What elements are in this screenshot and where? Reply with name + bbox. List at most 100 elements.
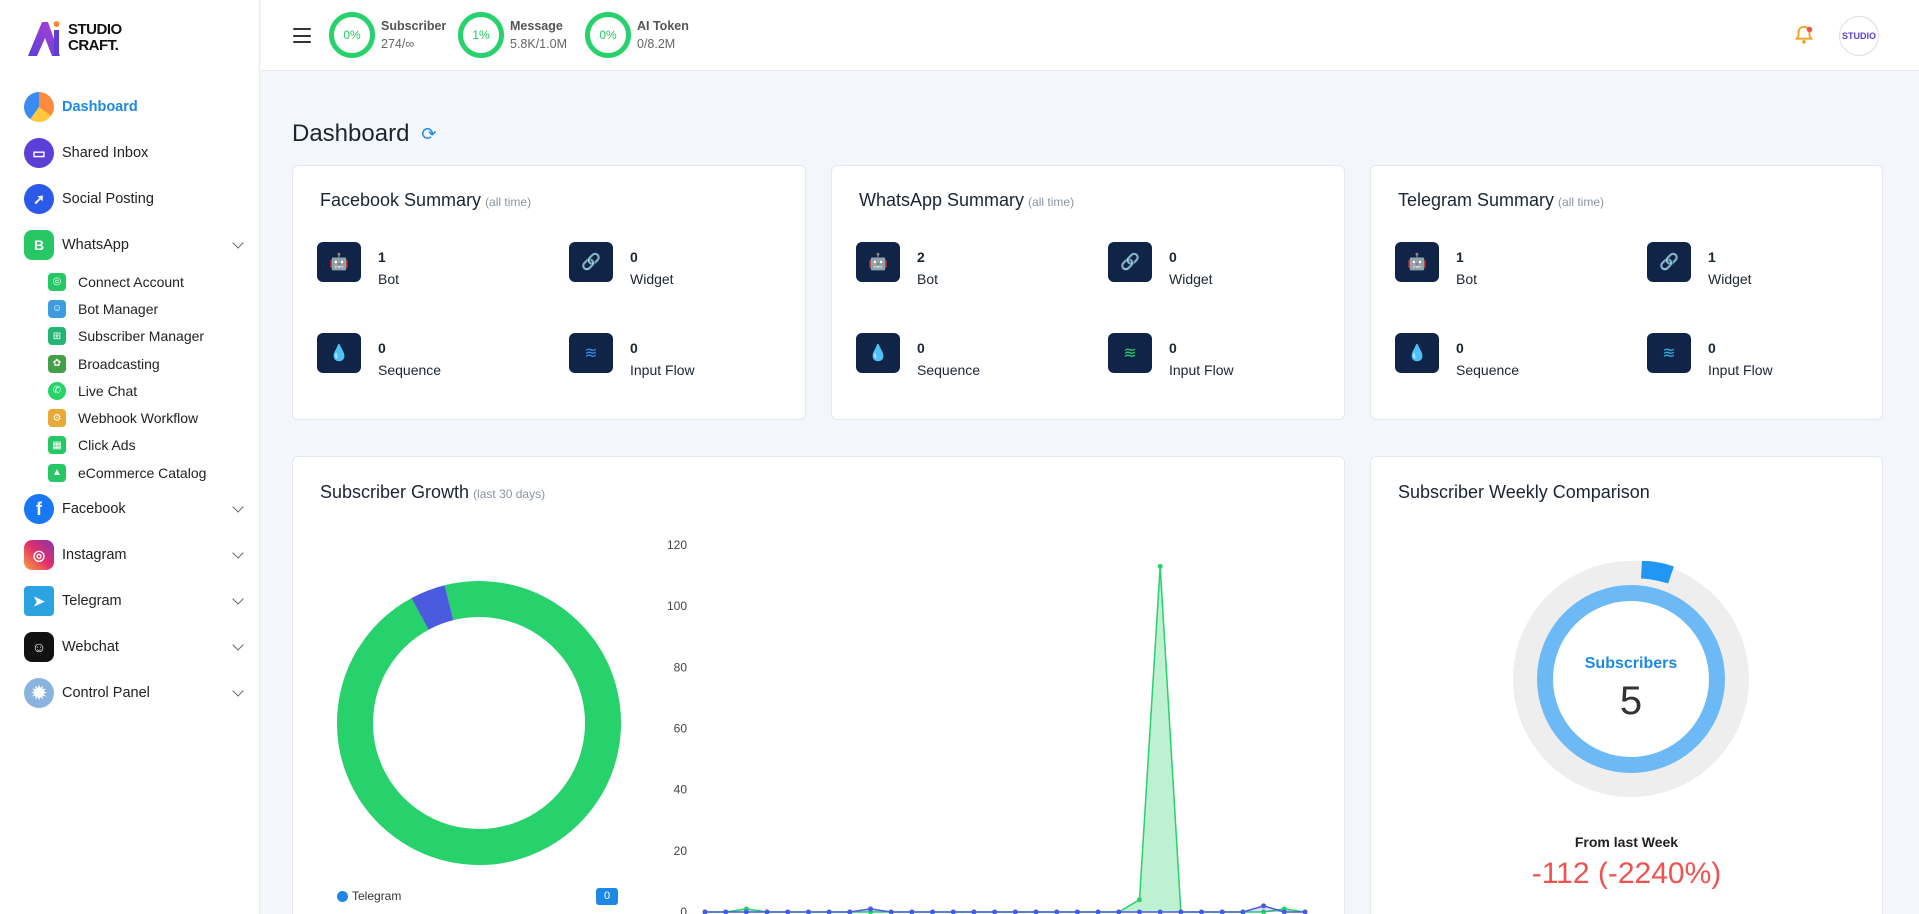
series-area [705, 566, 1305, 912]
broadcast-icon: ✿ [48, 354, 66, 373]
data-point [1157, 909, 1163, 914]
sequence-stat: 💧 0 Sequence [317, 333, 441, 381]
sidebar-item-label: Bot Manager [78, 300, 159, 317]
refresh-icon[interactable]: ⟳ [421, 123, 437, 144]
data-point [1240, 909, 1246, 914]
data-point [1136, 909, 1142, 914]
shopping-bag-icon: ▲ [48, 463, 66, 482]
brand-logo[interactable]: STUDIO CRAFT. [24, 18, 122, 58]
sidebar-item-dashboard[interactable]: Dashboard [0, 84, 260, 130]
sidebar-item-telegram[interactable]: ➤ Telegram [0, 578, 260, 624]
usage-ring: 0% [585, 12, 631, 58]
data-point [847, 909, 853, 914]
inbox-icon: ▭ [24, 138, 54, 168]
usage-label: Message [510, 19, 563, 33]
stat-value: 1 [1708, 249, 1716, 265]
brand-line2: CRAFT. [68, 37, 119, 54]
stat-label: Input Flow [630, 362, 695, 378]
connect-icon: ◎ [48, 272, 66, 291]
chart-legend[interactable]: Telegram [337, 889, 401, 903]
sidebar-item-whatsapp[interactable]: B WhatsApp [0, 222, 260, 268]
y-tick-label: 60 [674, 722, 688, 736]
notification-bell-icon[interactable] [1793, 24, 1815, 46]
sidebar-item-subscriber-manager[interactable]: ⊞ Subscriber Manager [48, 323, 260, 350]
donut-slice-whatsapp [337, 581, 621, 865]
stat-label: Widget [630, 271, 674, 287]
sidebar-item-label: Webchat [62, 639, 119, 656]
sidebar-item-instagram[interactable]: ◎ Instagram [0, 532, 260, 578]
chevron-down-icon [232, 547, 244, 560]
chat-icon: ✆ [48, 381, 66, 400]
flow-icon: ≋ [569, 333, 613, 373]
sidebar-item-social-posting[interactable]: ➚ Social Posting [0, 176, 260, 222]
stat-label: Sequence [1456, 362, 1520, 378]
facebook-summary-card: Facebook Summary (all time) 🤖 1 Bot 🔗 0 Widge… [292, 165, 806, 420]
usage-ring: 0% [329, 12, 375, 58]
data-point [1074, 909, 1080, 914]
data-point [1261, 903, 1267, 909]
sidebar-item-broadcasting[interactable]: ✿ Broadcasting [48, 350, 260, 377]
data-point [1157, 563, 1163, 569]
sidebar-item-label: Shared Inbox [62, 145, 149, 161]
card-subtitle: (all time) [1028, 195, 1075, 209]
whatsapp-business-icon: B [24, 230, 54, 260]
sidebar-item-live-chat[interactable]: ✆ Live Chat [48, 377, 260, 404]
usage-value: 274/∞ [381, 37, 415, 51]
card-title: Telegram Summary (all time) [1398, 190, 1604, 211]
usage-ring: 1% [458, 12, 504, 58]
top-bar: 0% Subscriber 274/∞ 1% Message 5.8K/1.0M… [261, 0, 1919, 71]
sidebar-item-connect-account[interactable]: ◎ Connect Account [48, 268, 260, 295]
data-point [1012, 909, 1018, 914]
whatsapp-submenu: ◎ Connect Account ☺ Bot Manager ⊞ Subscr… [0, 268, 260, 486]
sidebar-item-bot-manager[interactable]: ☺ Bot Manager [48, 295, 260, 322]
stat-label: Bot [1456, 271, 1478, 287]
sidebar-item-webhook-workflow[interactable]: ⚙ Webhook Workflow [48, 404, 260, 431]
weekly-comparison-card: Subscriber Weekly Comparison Subscribers… [1370, 456, 1883, 914]
ring-label: Subscribers [1584, 655, 1678, 672]
subscriber-usage-meter: 0% Subscriber 274/∞ [329, 12, 446, 58]
sidebar-item-webchat[interactable]: ☺ Webchat [0, 624, 260, 670]
brand-name: STUDIO CRAFT. [68, 22, 122, 54]
data-point [1054, 909, 1060, 914]
send-icon: ➚ [24, 184, 54, 214]
sidebar-item-shared-inbox[interactable]: ▭ Shared Inbox [0, 130, 260, 176]
card-title: WhatsApp Summary (all time) [859, 190, 1074, 211]
usage-value: 5.8K/1.0M [510, 37, 567, 51]
input-flow-stat: ≋ 0 Input Flow [569, 333, 695, 381]
y-tick-label: 120 [667, 538, 687, 552]
data-point [888, 909, 894, 914]
drop-icon: 💧 [317, 333, 361, 373]
stat-value: 0 [1169, 340, 1177, 356]
sequence-stat: 💧 0 Sequence [856, 333, 980, 381]
data-point [826, 909, 832, 914]
sidebar-item-facebook[interactable]: f Facebook [0, 486, 260, 532]
gear-icon: ✹ [24, 678, 54, 709]
stat-value: 1 [378, 249, 386, 265]
data-point [1261, 909, 1267, 914]
instagram-icon: ◎ [24, 540, 54, 571]
sidebar-item-control-panel[interactable]: ✹ Control Panel [0, 670, 260, 716]
usage-value: 0/8.2M [637, 37, 676, 51]
usage-text: Subscriber 274/∞ [381, 17, 446, 53]
card-title-text: Subscriber Weekly Comparison [1398, 482, 1650, 502]
user-avatar[interactable]: STUDIO [1839, 16, 1879, 56]
stat-label: Bot [378, 271, 400, 287]
webchat-icon: ☺ [24, 632, 54, 663]
link-icon: 🔗 [1647, 242, 1691, 282]
subscriber-icon: ⊞ [48, 327, 66, 346]
data-point [1302, 909, 1308, 914]
data-point [868, 906, 874, 912]
sidebar-item-click-ads[interactable]: ▦ Click Ads [48, 432, 260, 459]
sidebar-item-label: eCommerce Catalog [78, 464, 207, 481]
sidebar-item-ecommerce-catalog[interactable]: ▲ eCommerce Catalog [48, 459, 260, 486]
menu-toggle-icon[interactable] [293, 28, 311, 43]
stat-label: Input Flow [1708, 362, 1773, 378]
data-point [1116, 909, 1122, 914]
usage-text: Message 5.8K/1.0M [510, 17, 567, 53]
data-point [1281, 909, 1287, 914]
chevron-down-icon [232, 237, 244, 249]
card-title-text: Facebook Summary [320, 190, 482, 210]
stat-value: 0 [378, 340, 386, 356]
card-title-text: WhatsApp Summary [859, 190, 1025, 210]
sidebar-item-label: Dashboard [62, 99, 138, 115]
